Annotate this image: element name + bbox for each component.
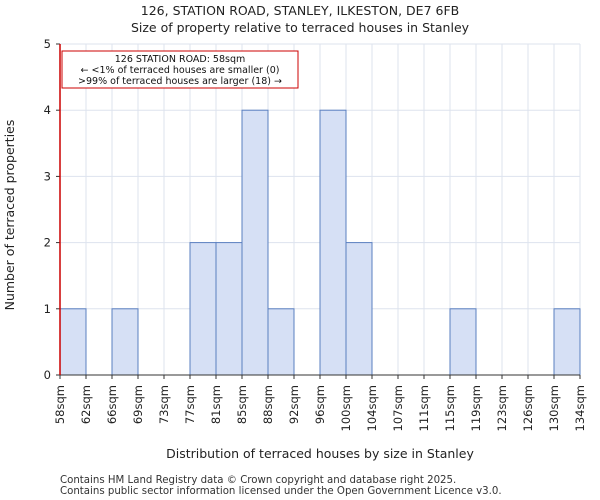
- annotation-line-2: ← <1% of terraced houses are smaller (0): [81, 65, 280, 76]
- footer-line-2: Contains public sector information licen…: [60, 486, 502, 497]
- x-tick-label: 111sqm: [417, 385, 431, 431]
- bar: [189, 242, 217, 376]
- annotation-line-3: >99% of terraced houses are larger (18) …: [78, 76, 282, 87]
- x-tick-label: 100sqm: [339, 385, 353, 431]
- x-tick-label: 62sqm: [79, 385, 93, 424]
- x-tick-label: 88sqm: [261, 385, 275, 424]
- chart-subtitle: Size of property relative to terraced ho…: [131, 20, 470, 35]
- x-tick-label: 66sqm: [105, 385, 119, 424]
- x-tick-label: 130sqm: [547, 385, 561, 431]
- annotation-line-1: 126 STATION ROAD: 58sqm: [115, 54, 246, 65]
- bar: [319, 109, 347, 376]
- bar: [111, 308, 139, 376]
- y-tick-label: 3: [44, 169, 51, 183]
- x-axis-label: Distribution of terraced houses by size …: [166, 446, 474, 461]
- x-tick-label: 115sqm: [443, 385, 457, 431]
- chart-title: 126, STATION ROAD, STANLEY, ILKESTON, DE…: [141, 3, 459, 18]
- x-tick-label: 96sqm: [313, 385, 327, 424]
- annotation-box: 126 STATION ROAD: 58sqm ← <1% of terrace…: [61, 50, 299, 89]
- x-tick-label: 92sqm: [287, 385, 301, 424]
- x-tick-label: 58sqm: [53, 385, 67, 424]
- x-tick-label: 134sqm: [573, 385, 587, 431]
- bar: [553, 308, 581, 376]
- y-tick-label: 5: [44, 37, 51, 51]
- y-tick-label: 1: [44, 302, 51, 316]
- x-tick-label: 119sqm: [469, 385, 483, 431]
- bar: [59, 308, 87, 376]
- y-tick-label: 0: [44, 368, 51, 382]
- y-axis-label: Number of terraced properties: [2, 120, 17, 311]
- bar: [449, 308, 477, 376]
- y-tick-label: 2: [44, 236, 51, 250]
- x-tick-label: 85sqm: [235, 385, 249, 424]
- x-tick-label: 104sqm: [365, 385, 379, 431]
- x-tick-label: 123sqm: [495, 385, 509, 431]
- bars: [59, 109, 581, 376]
- x-tick-label: 69sqm: [131, 385, 145, 424]
- annotation-frame: [61, 50, 299, 89]
- x-tick-label: 73sqm: [157, 385, 171, 424]
- bar: [267, 308, 295, 376]
- y-tick-label: 4: [44, 103, 51, 117]
- bar: [241, 109, 269, 376]
- y-tick-labels: 0 1 2 3 4 5: [44, 37, 51, 382]
- x-tick-label: 126sqm: [521, 385, 535, 431]
- x-tick-label: 107sqm: [391, 385, 405, 431]
- x-tick-labels: 58sqm 62sqm 66sqm 69sqm 73sqm 77sqm 81sqm 85sqm…: [53, 385, 587, 431]
- x-tick-label: 77sqm: [183, 385, 197, 424]
- x-tick-label: 81sqm: [209, 385, 223, 424]
- footer-line-1: Contains HM Land Registry data © Crown c…: [60, 475, 456, 486]
- bar: [345, 242, 373, 376]
- bar: [215, 242, 243, 376]
